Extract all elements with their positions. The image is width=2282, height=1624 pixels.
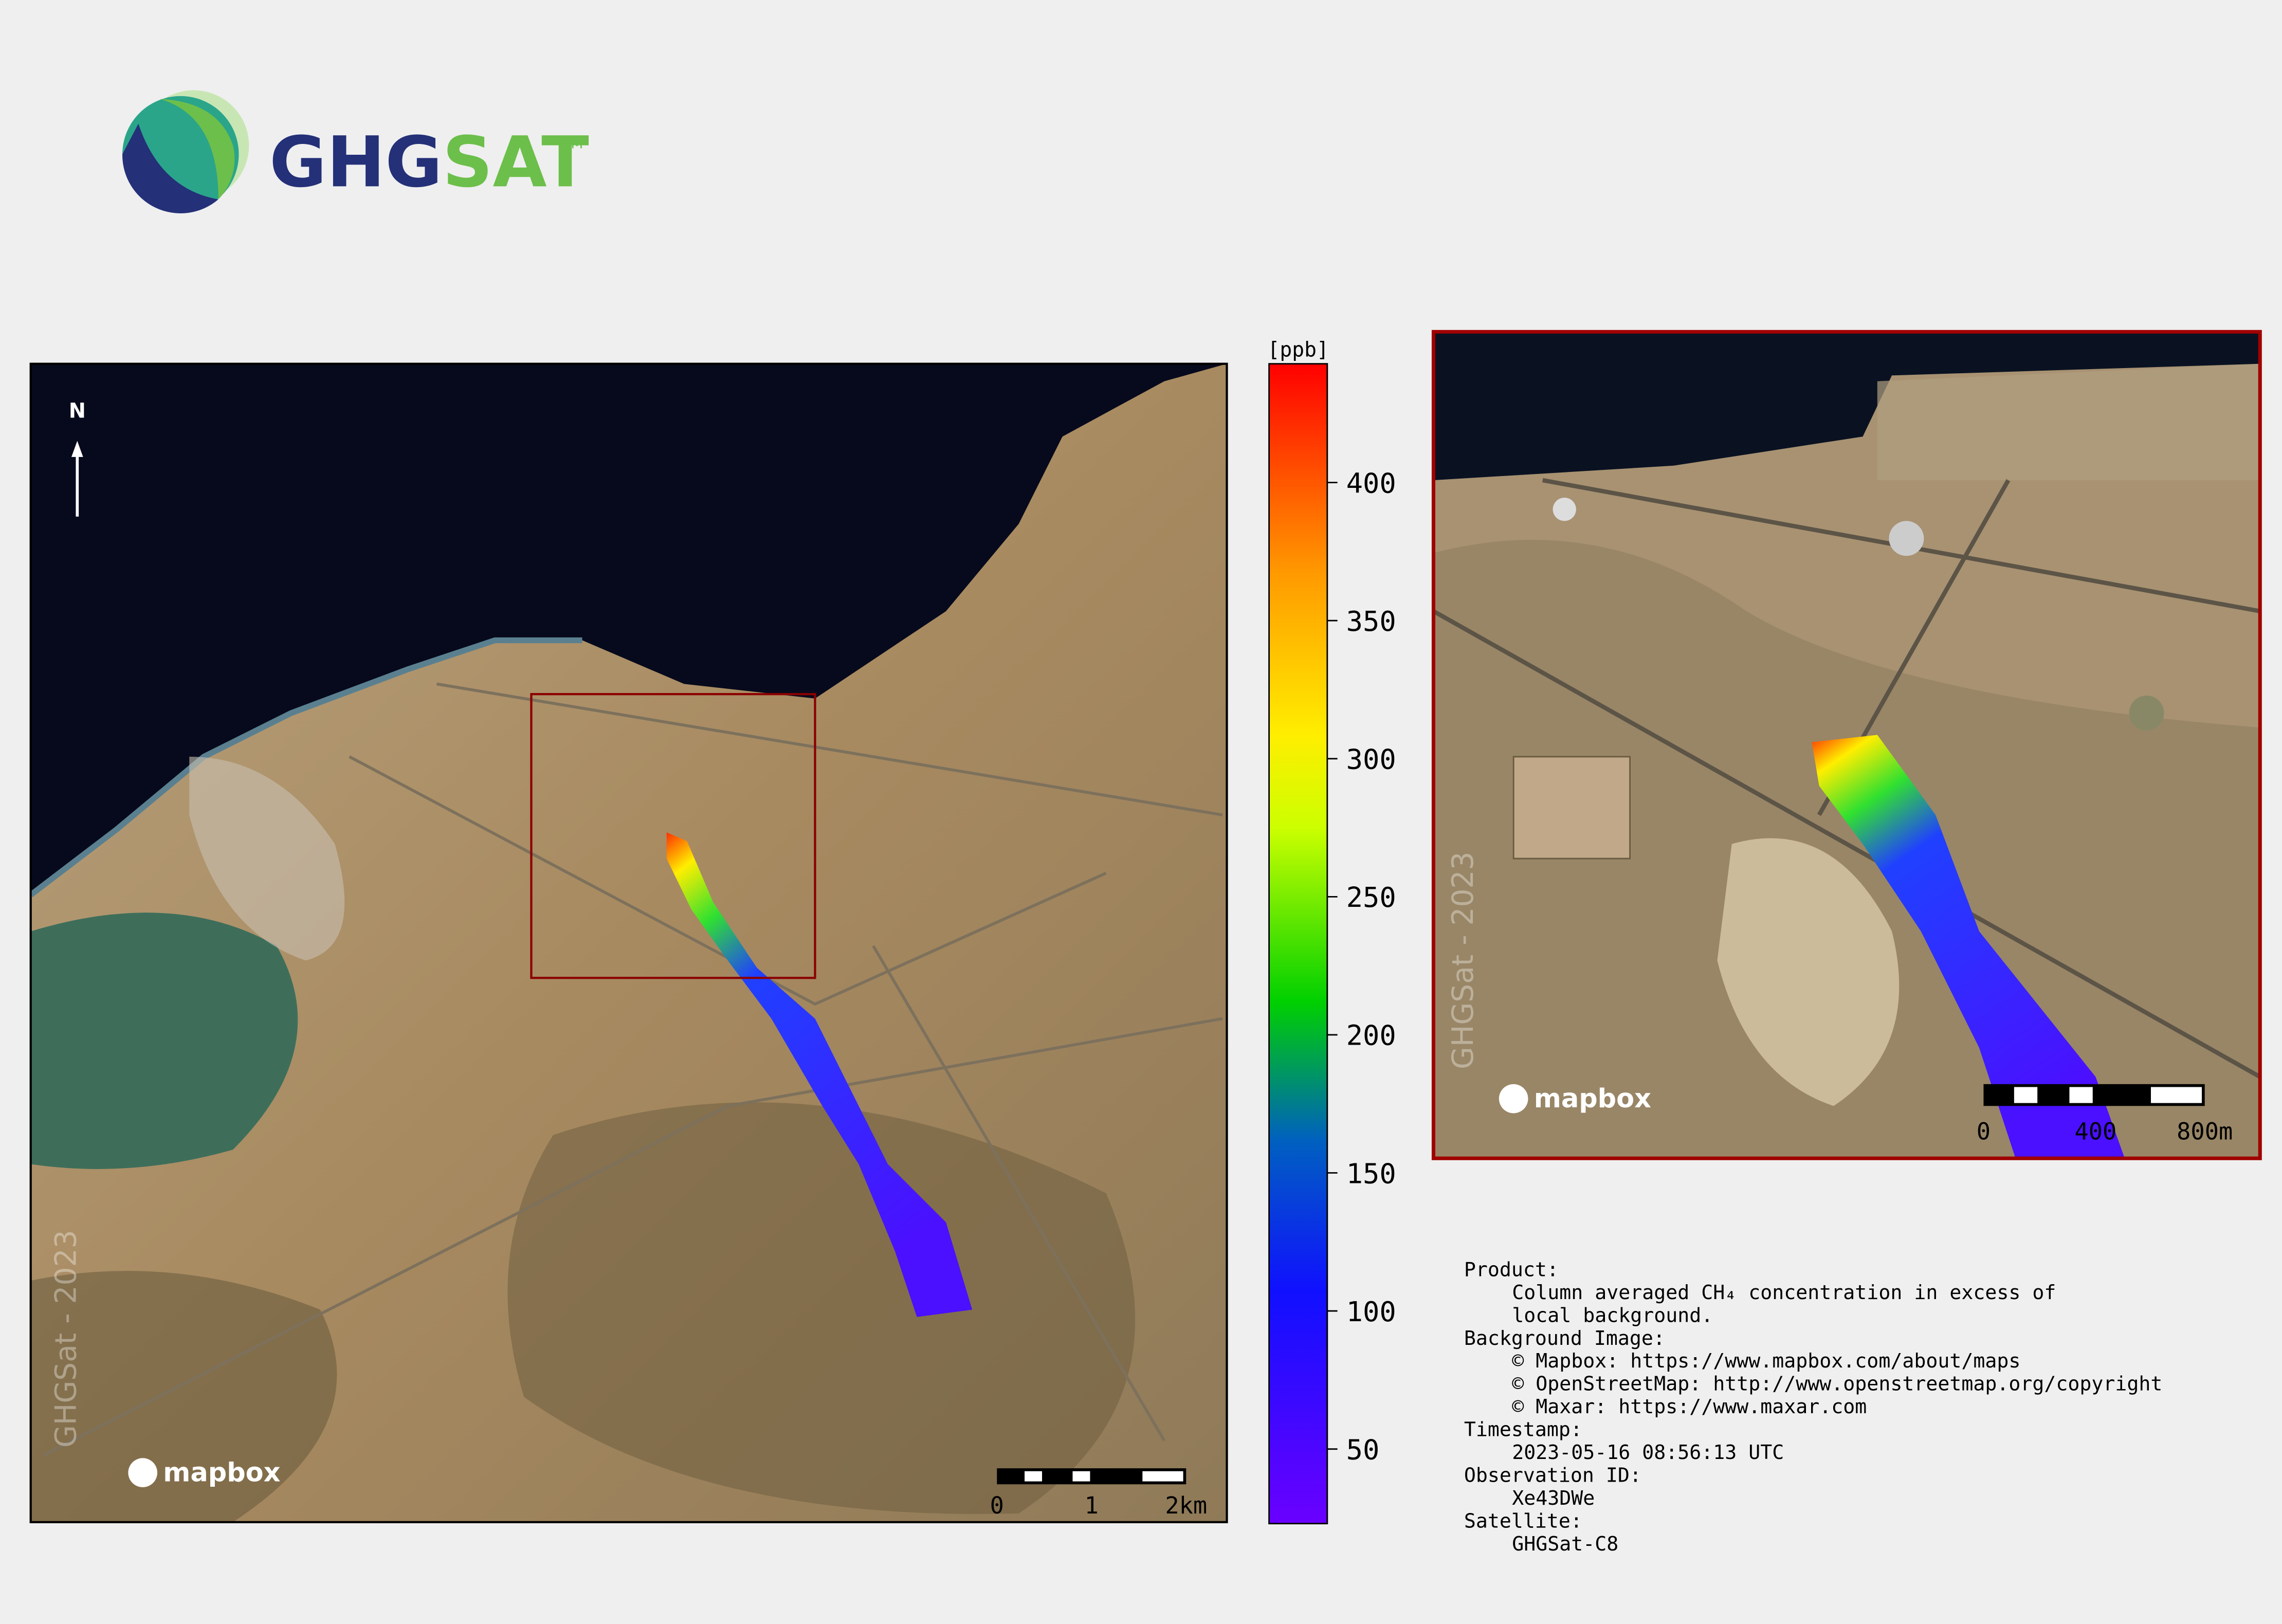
info-heading: Product: <box>1464 1258 1559 1281</box>
info-heading: Observation ID: <box>1464 1464 1641 1487</box>
info-line: GHGSat-C8 <box>1512 1533 1618 1556</box>
colorbar-tick-label: 300 <box>1346 743 1396 776</box>
colorbar-tick-label: 400 <box>1346 467 1396 499</box>
info-line: Xe43DWe <box>1512 1487 1595 1510</box>
info-heading: Background Image: <box>1464 1327 1665 1350</box>
colorbar-tick-label: 100 <box>1346 1295 1396 1328</box>
colorbar-tick-label: 200 <box>1346 1019 1396 1052</box>
watermark: GHGSat - 2023 <box>49 1230 83 1448</box>
info-line: 2023-05-16 08:56:13 UTC <box>1512 1441 1784 1464</box>
north-label: N <box>69 399 86 423</box>
scale-label: 800m <box>2177 1118 2233 1145</box>
inset-map: GHGSat - 2023 mapbox 0 400 800m <box>1433 332 2260 1159</box>
scale-label: 0 <box>1977 1118 1991 1145</box>
colorbar-tick-label: 50 <box>1346 1433 1380 1466</box>
scale-label: 2km <box>1165 1492 1207 1519</box>
logo-tm: TM <box>561 135 583 152</box>
info-line: Column averaged CH₄ concentration in exc… <box>1512 1282 2056 1304</box>
colorbar-tick-label: 350 <box>1346 605 1396 637</box>
info-line: © Maxar: https://www.maxar.com <box>1512 1396 1867 1418</box>
colorbar-tick-label: 150 <box>1346 1157 1396 1190</box>
colorbar-label: [ppb] <box>1268 338 1329 362</box>
basemap-logo: mapbox <box>1534 1084 1651 1114</box>
colorbar <box>1268 363 1328 1525</box>
logo: GHGSAT TM <box>122 90 589 213</box>
scale-label: 400 <box>2075 1118 2117 1145</box>
colorbar-tick-label: 250 <box>1346 881 1396 914</box>
logo-text: GHGSAT <box>269 122 589 203</box>
info-heading: Satellite: <box>1464 1510 1582 1532</box>
watermark: GHGSat - 2023 <box>1446 851 1480 1069</box>
scale-label: 1 <box>1085 1492 1099 1519</box>
main-map: GHGSat - 2023 mapbox N 0 1 2km <box>30 363 1227 1522</box>
info-line: © OpenStreetMap: http://www.openstreetma… <box>1512 1373 2162 1396</box>
info-line: © Mapbox: https://www.mapbox.com/about/m… <box>1512 1350 2020 1373</box>
info-heading: Timestamp: <box>1464 1419 1582 1441</box>
info-line: local background. <box>1512 1304 1713 1327</box>
scale-label: 0 <box>990 1492 1004 1519</box>
basemap-logo: mapbox <box>163 1458 280 1488</box>
